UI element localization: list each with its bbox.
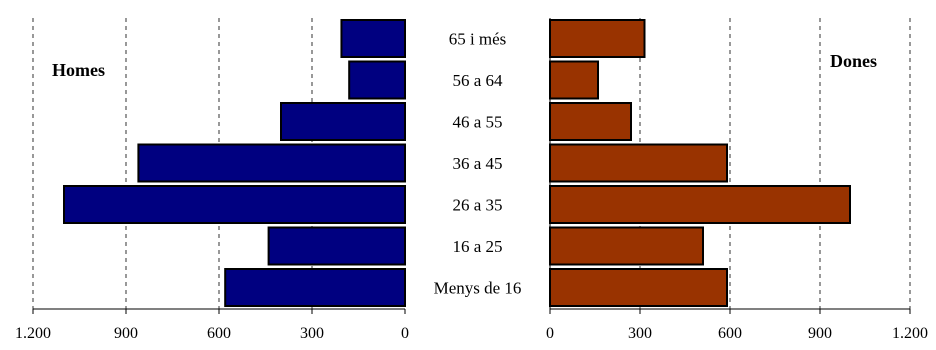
bar-homes-0 [340,19,407,58]
bar-homes-5 [267,226,406,266]
category-label-3: 36 a 45 [452,154,502,173]
tick-label-right-900: 900 [808,325,832,342]
tick-label-left-300: 300 [300,325,324,342]
bar-homes-4 [63,185,406,224]
series-label-dones: Dones [830,51,877,71]
tick-label-left-1200: 1.200 [15,325,51,342]
category-label-4: 26 a 35 [452,196,502,215]
bar-dones-3 [549,143,728,183]
bar-homes-2 [280,102,406,141]
bar-homes-3 [137,143,406,183]
tick-label-right-300: 300 [628,325,652,342]
tick-label-right-600: 600 [718,325,742,342]
category-label-2: 46 a 55 [452,113,502,132]
bar-homes-1 [348,60,407,100]
category-label-1: 56 a 64 [452,71,503,90]
category-label-0: 65 i més [449,30,507,49]
bar-dones-4 [549,185,851,224]
tick-label-left-600: 600 [207,325,231,342]
tick-label-left-900: 900 [114,325,138,342]
bar-dones-6 [549,268,728,307]
series-label-homes: Homes [52,60,105,80]
bar-homes-6 [224,268,406,307]
bar-dones-2 [549,102,632,141]
bar-dones-0 [549,19,646,58]
bar-dones-1 [549,60,599,100]
tick-label-left-0: 0 [401,325,409,342]
axis-layer [32,18,911,314]
tick-label-right-1200: 1.200 [892,325,928,342]
tick-label-right-0: 0 [546,325,554,342]
labels-layer: 65 i més 56 a 64 46 a 55 36 a 45 26 a 35 16 a… [15,30,928,343]
bar-dones-5 [549,226,704,266]
bars-layer [63,19,851,307]
category-label-6: Menys de 16 [434,279,522,298]
category-label-5: 16 a 25 [452,237,502,256]
